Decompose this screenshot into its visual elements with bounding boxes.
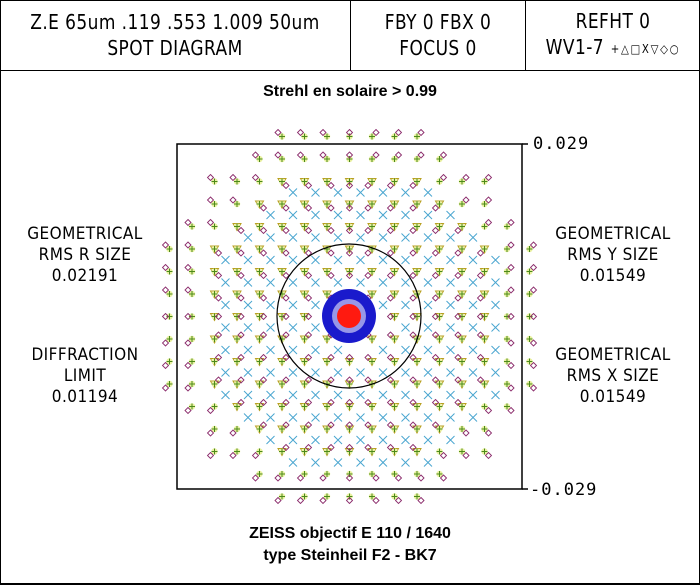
- spot-core: [337, 304, 361, 328]
- geometrical-rms-y-size: GEOMETRICAL RMS Y SIZE 0.01549: [532, 224, 694, 287]
- header-cell-field: FBY 0 FBX 0 FOCUS 0: [364, 0, 512, 70]
- label-line: DIFFRACTION: [31, 345, 139, 365]
- label-line: RMS Y SIZE: [567, 245, 659, 265]
- spot-markers: [161, 128, 538, 505]
- header-refht: REFHT 0: [575, 9, 651, 34]
- rms-x-value: 0.01549: [579, 387, 647, 407]
- wavelength-symbols-legend: +△□X▽◇○: [610, 41, 681, 56]
- axis-max-label: 0.029: [533, 134, 590, 154]
- header-cell-ref: REFHT 0 WV1-7 +△□X▽◇○: [539, 0, 687, 70]
- lens-caption-line1: ZEISS objectif E 110 / 1640: [249, 525, 451, 542]
- geometrical-rms-x-size: GEOMETRICAL RMS X SIZE 0.01549: [532, 345, 694, 408]
- strehl-annotation: Strehl en solaire > 0.99: [263, 83, 437, 100]
- plot-box: [176, 143, 523, 490]
- header-divider: [350, 0, 351, 70]
- label-line: GEOMETRICAL: [555, 345, 671, 365]
- geometrical-rms-r-size: GEOMETRICAL RMS R SIZE 0.02191: [4, 224, 166, 287]
- header-field: FBY 0 FBX 0: [384, 10, 492, 34]
- label-line: GEOMETRICAL: [27, 224, 143, 244]
- header-cell-params: Z.E 65um .119 .553 1.009 50um SPOT DIAGR…: [26, 0, 324, 70]
- axis-min-label: -0.029: [530, 480, 598, 500]
- header-wavelengths: WV1-7 +△□X▽◇○: [546, 34, 681, 62]
- header-title: SPOT DIAGRAM: [107, 36, 243, 60]
- rms-y-value: 0.01549: [579, 266, 647, 286]
- label-line: GEOMETRICAL: [555, 224, 671, 244]
- header-divider: [525, 0, 526, 70]
- wavelength-range: WV1-7: [545, 35, 605, 60]
- diffraction-value: 0.01194: [51, 387, 119, 407]
- airy-disk-circle: [276, 243, 422, 389]
- label-line: RMS X SIZE: [566, 366, 660, 386]
- header-params: Z.E 65um .119 .553 1.009 50um: [30, 10, 320, 34]
- diffraction-limit: DIFFRACTION LIMIT 0.01194: [4, 345, 166, 408]
- header-focus: FOCUS 0: [399, 36, 477, 60]
- rms-r-value: 0.02191: [51, 266, 119, 286]
- header: Z.E 65um .119 .553 1.009 50um SPOT DIAGR…: [0, 0, 700, 71]
- label-line: RMS R SIZE: [38, 245, 132, 265]
- label-line: LIMIT: [63, 366, 107, 386]
- lens-caption-line2: type Steinheil F2 - BK7: [263, 547, 437, 564]
